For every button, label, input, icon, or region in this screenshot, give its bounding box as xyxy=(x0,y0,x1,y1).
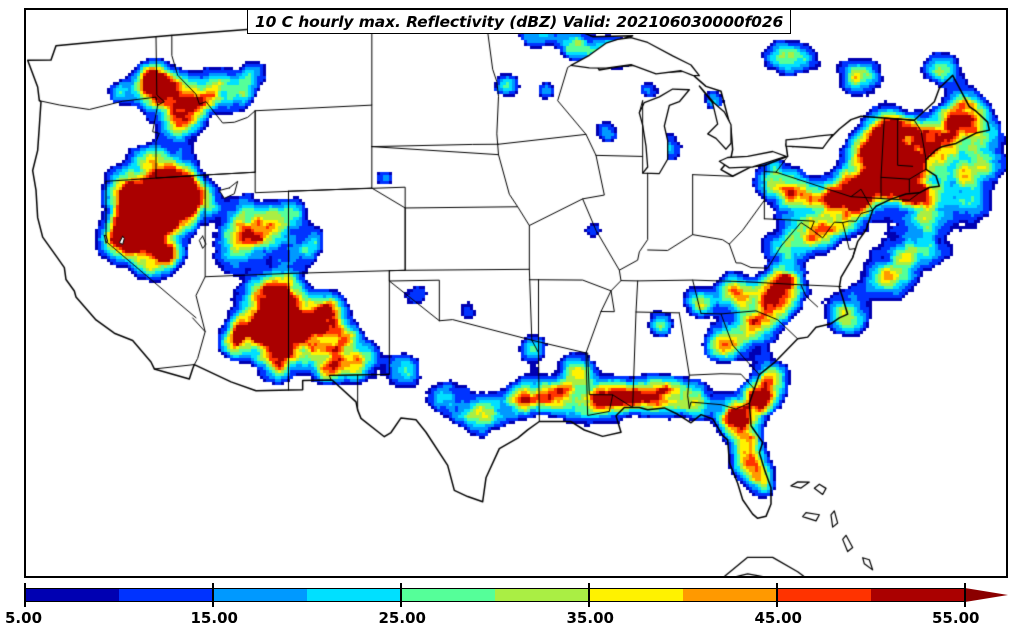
colorbar-gradient xyxy=(25,588,965,602)
colorbar-band-5_10 xyxy=(25,588,119,602)
colorbar-label-35_00: 35.00 xyxy=(566,609,614,627)
colorbar-band-35_40 xyxy=(589,588,683,602)
colorbar-tick-25_00 xyxy=(400,583,402,607)
colorbar-tick-55_00 xyxy=(964,583,966,607)
colorbar-label-55_00: 55.00 xyxy=(932,609,980,627)
colorbar: 5.00 15.00 25.00 35.00 45.00 55.00 xyxy=(0,583,1033,632)
colorbar-label-45_00: 45.00 xyxy=(754,609,802,627)
colorbar-tick-45_00 xyxy=(776,583,778,607)
colorbar-tick-35_00 xyxy=(588,583,590,607)
colorbar-band-40_45 xyxy=(683,588,777,602)
colorbar-band-45_50 xyxy=(777,588,871,602)
colorbar-band-15_20 xyxy=(213,588,307,602)
colorbar-extend-arrow xyxy=(965,588,1008,602)
colorbar-label-15_00: 15.00 xyxy=(190,609,238,627)
colorbar-label-5_00: 5.00 xyxy=(5,609,43,627)
reflectivity-map-canvas[interactable] xyxy=(26,10,1006,576)
colorbar-tick-5_00 xyxy=(24,583,26,607)
colorbar-band-30_35 xyxy=(495,588,589,602)
map-title-box: 10 C hourly max. Reflectivity (dBZ) Vali… xyxy=(247,9,792,34)
colorbar-band-50_55 xyxy=(871,588,965,602)
map-title-text: 10 C hourly max. Reflectivity (dBZ) Vali… xyxy=(255,12,784,31)
colorbar-tick-15_00 xyxy=(212,583,214,607)
colorbar-band-25_30 xyxy=(401,588,495,602)
map-panel[interactable] xyxy=(24,8,1008,578)
colorbar-band-10_15 xyxy=(119,588,213,602)
colorbar-band-20_25 xyxy=(307,588,401,602)
colorbar-label-25_00: 25.00 xyxy=(378,609,426,627)
